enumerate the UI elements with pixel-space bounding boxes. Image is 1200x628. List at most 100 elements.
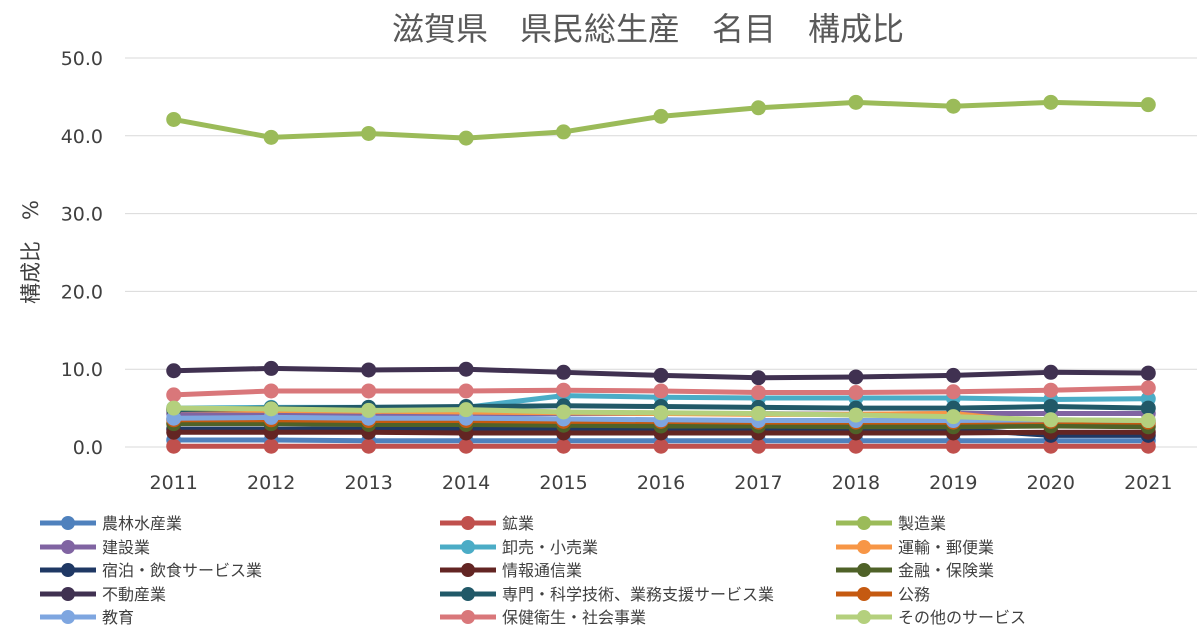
legend-label: 教育 <box>102 608 134 627</box>
data-point <box>1140 400 1156 416</box>
data-point <box>653 405 669 421</box>
data-point <box>556 404 572 420</box>
legend-swatch-marker <box>461 540 475 554</box>
y-tick-label: 10.0 <box>61 359 103 381</box>
data-point <box>750 370 766 386</box>
legend-item: 金融・保険業 <box>836 561 994 580</box>
legend-item: 運輸・郵便業 <box>836 538 994 557</box>
legend-item: 情報通信業 <box>440 561 582 580</box>
x-tick-label: 2013 <box>344 472 392 494</box>
data-point <box>653 367 669 383</box>
data-point <box>556 364 572 380</box>
data-point <box>1140 380 1156 396</box>
data-point <box>848 407 864 423</box>
data-point <box>166 438 182 454</box>
data-point <box>556 438 572 454</box>
data-point <box>263 383 279 399</box>
data-point <box>263 360 279 376</box>
data-point <box>653 438 669 454</box>
legend-item: 不動産業 <box>40 585 166 604</box>
y-tick-label: 40.0 <box>61 126 103 148</box>
data-point <box>945 98 961 114</box>
data-point <box>1043 438 1059 454</box>
legend-swatch-marker <box>857 516 871 530</box>
x-axis-ticks: 2011 2012 2013 2014 2015 2016 2017 2018 2019 2020… <box>150 472 1173 494</box>
legend-item: 製造業 <box>836 514 946 533</box>
data-point <box>361 402 377 418</box>
y-tick-label: 30.0 <box>61 204 103 226</box>
legend-item: 農林水産業 <box>40 514 182 533</box>
data-point <box>750 385 766 401</box>
data-point <box>263 129 279 145</box>
legend-item: 保健衛生・社会事業 <box>440 608 646 627</box>
x-tick-label: 2020 <box>1027 472 1075 494</box>
legend-swatch-marker <box>857 587 871 601</box>
legend-label: 情報通信業 <box>502 561 582 580</box>
data-point <box>945 409 961 425</box>
data-point <box>361 438 377 454</box>
data-point <box>1043 364 1059 380</box>
data-point <box>848 385 864 401</box>
data-point <box>1140 365 1156 381</box>
legend-label: その他のサービス <box>898 608 1026 627</box>
data-point <box>1043 382 1059 398</box>
x-tick-label: 2019 <box>929 472 977 494</box>
data-point <box>848 438 864 454</box>
data-point <box>556 382 572 398</box>
data-point <box>1043 399 1059 415</box>
data-point <box>556 124 572 140</box>
data-point <box>361 125 377 141</box>
data-point <box>458 361 474 377</box>
data-point <box>263 401 279 417</box>
data-point <box>458 438 474 454</box>
x-tick-label: 2018 <box>832 472 880 494</box>
y-axis-label: 構成比 % <box>19 200 43 304</box>
legend-label: 卸売・小売業 <box>502 538 598 557</box>
legend-swatch-marker <box>461 587 475 601</box>
data-point <box>1043 412 1059 428</box>
x-tick-label: 2011 <box>150 472 198 494</box>
series-3 <box>166 94 1156 146</box>
legend-swatch-marker <box>461 563 475 577</box>
data-point <box>166 387 182 403</box>
legend-label: 建設業 <box>102 538 150 557</box>
legend-label: 鉱業 <box>502 514 534 533</box>
x-tick-label: 2021 <box>1124 472 1172 494</box>
data-point <box>750 406 766 422</box>
data-point <box>1140 413 1156 429</box>
data-point <box>1140 97 1156 113</box>
data-point <box>361 383 377 399</box>
legend-swatch-marker <box>61 516 75 530</box>
legend-item: 教育 <box>40 608 134 627</box>
series-14 <box>166 380 1156 403</box>
legend-label: 保健衛生・社会事業 <box>502 608 646 627</box>
data-point <box>653 383 669 399</box>
data-point <box>848 94 864 110</box>
legend-item: 卸売・小売業 <box>440 538 598 557</box>
legend-label: 不動産業 <box>102 585 166 604</box>
data-point <box>750 100 766 116</box>
legend-item: その他のサービス <box>836 608 1026 627</box>
legend-item: 宿泊・飲食サービス業 <box>40 561 262 580</box>
legend-item: 専門・科学技術、業務支援サービス業 <box>440 585 774 604</box>
data-point <box>166 363 182 379</box>
data-point <box>848 369 864 385</box>
data-point <box>945 438 961 454</box>
legend-label: 金融・保険業 <box>898 561 994 580</box>
data-point <box>945 367 961 383</box>
x-tick-label: 2017 <box>734 472 782 494</box>
data-point <box>1043 94 1059 110</box>
legend-label: 専門・科学技術、業務支援サービス業 <box>502 585 774 604</box>
legend-swatch-marker <box>461 610 475 624</box>
data-point <box>263 438 279 454</box>
x-tick-label: 2012 <box>247 472 295 494</box>
legend-item: 公務 <box>836 585 930 604</box>
y-tick-label: 0.0 <box>73 437 103 459</box>
legend-item: 鉱業 <box>440 514 534 533</box>
legend-swatch-marker <box>857 610 871 624</box>
legend-item: 建設業 <box>40 538 150 557</box>
data-point <box>361 362 377 378</box>
legend-label: 製造業 <box>898 514 946 533</box>
